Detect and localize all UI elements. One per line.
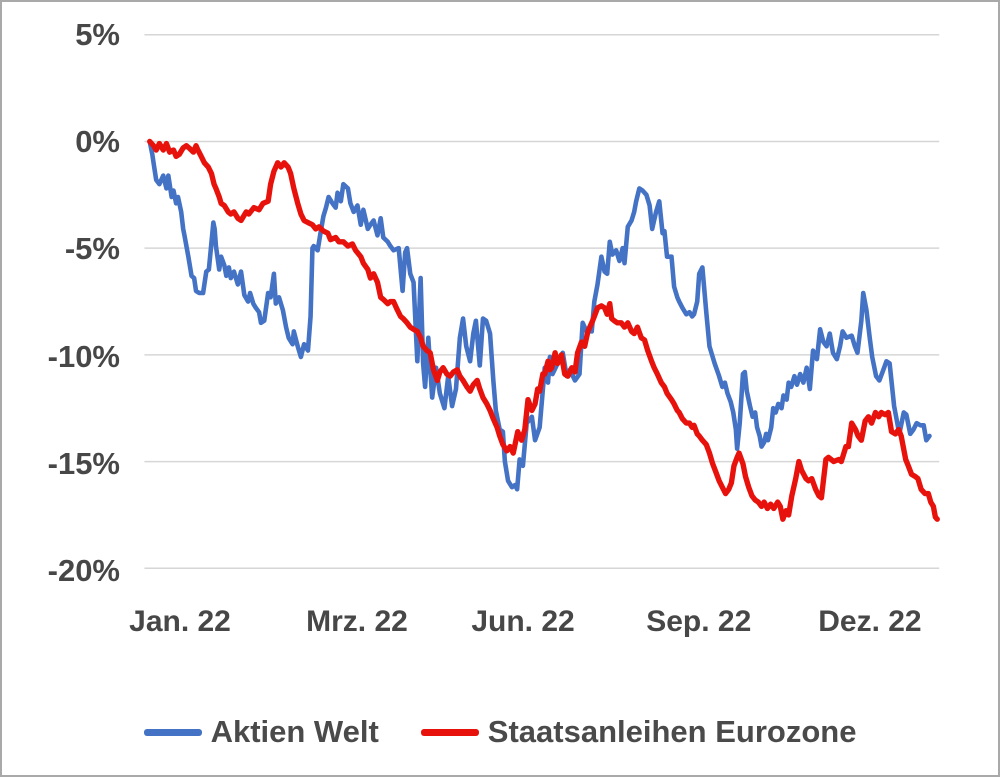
x-tick-label: Jan. 22 — [129, 605, 231, 638]
y-tick-label: 0% — [75, 124, 120, 160]
y-tick-label: -20% — [47, 553, 120, 589]
x-tick-label: Dez. 22 — [818, 605, 922, 638]
staatsanleihen-eurozone-line — [147, 138, 940, 522]
y-tick-label: -5% — [64, 231, 120, 267]
series-lines — [147, 138, 940, 522]
gridlines — [144, 34, 940, 570]
y-tick-label: -15% — [47, 445, 120, 481]
y-tick-label: -10% — [47, 338, 120, 374]
y-tick-label: 5% — [75, 16, 120, 52]
x-tick-label: Jun. 22 — [471, 605, 575, 638]
x-tick-label: Sep. 22 — [646, 605, 752, 638]
aktien-welt-line-swatch — [143, 728, 202, 736]
legend-label-staatsanleihen-eurozone: Staatsanleihen Eurozone — [487, 714, 857, 749]
legend: Aktien Welt Staatsanleihen Eurozone — [2, 714, 998, 750]
staatsanleihen-eurozone-line-swatch — [420, 728, 479, 736]
aktien-welt-line — [147, 139, 932, 492]
legend-item-staatsanleihen-eurozone: Staatsanleihen Eurozone — [420, 714, 857, 750]
legend-item-aktien-welt: Aktien Welt — [143, 714, 379, 750]
legend-label-aktien-welt: Aktien Welt — [210, 714, 379, 749]
x-tick-label: Mrz. 22 — [306, 605, 408, 638]
